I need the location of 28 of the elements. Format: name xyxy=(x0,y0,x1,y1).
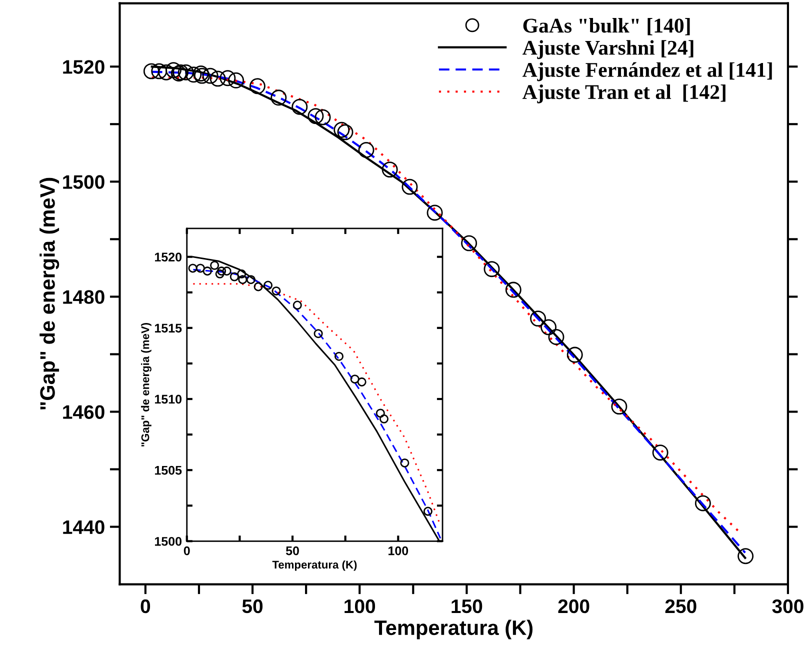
y-tick-label: 1520 xyxy=(155,252,182,262)
x-tick-label: 0 xyxy=(184,546,190,556)
x-tick-label: 200 xyxy=(558,599,590,614)
legend-label: Ajuste Fernández et al [141] xyxy=(522,62,772,82)
y-axis-title: "Gap" de energia (meV) xyxy=(141,322,152,446)
y-tick-label: 1460 xyxy=(63,405,104,419)
x-axis-title: Temperatura (K) xyxy=(374,620,533,640)
y-tick-label: 1515 xyxy=(155,324,182,333)
y-tick-label: 1440 xyxy=(63,520,104,534)
y-tick-label: 1480 xyxy=(63,290,104,304)
x-tick-label: 0 xyxy=(140,599,150,614)
legend-label: Ajuste Tran et al [142] xyxy=(522,84,726,104)
x-tick-label: 150 xyxy=(452,599,482,614)
y-tick-label: 1500 xyxy=(155,536,182,546)
legend-label: GaAs "bulk" [140] xyxy=(523,18,690,36)
y-tick-label: 1510 xyxy=(155,394,182,404)
x-tick-label: 100 xyxy=(344,599,376,614)
y-axis-title: "Gap" de energia (meV) xyxy=(40,178,60,410)
legend-label: Ajuste Varshni [24] xyxy=(522,40,694,60)
x-axis-title: Temperatura (K) xyxy=(272,560,357,571)
x-tick-label: 100 xyxy=(388,546,408,556)
x-tick-label: 50 xyxy=(286,546,299,556)
x-tick-label: 250 xyxy=(665,599,696,614)
y-tick-label: 1505 xyxy=(155,466,182,475)
x-tick-label: 300 xyxy=(772,599,804,614)
x-tick-label: 50 xyxy=(242,599,263,614)
y-tick-label: 1520 xyxy=(63,60,104,74)
y-tick-label: 1500 xyxy=(63,175,104,189)
